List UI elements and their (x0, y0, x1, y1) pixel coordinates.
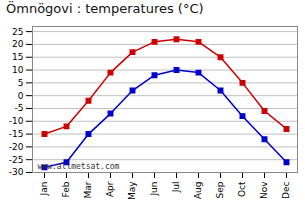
svg-text:Jun: Jun (149, 182, 159, 197)
svg-text:25: 25 (12, 27, 23, 37)
svg-text:-25: -25 (9, 155, 24, 165)
svg-text:15: 15 (12, 52, 23, 62)
svg-text:-5: -5 (15, 103, 24, 113)
svg-text:-20: -20 (9, 142, 24, 152)
svg-text:Apr: Apr (105, 181, 115, 197)
svg-text:Jul: Jul (171, 182, 181, 194)
html-text:Ömnögovi : temperatures (°C): Ömnögovi : temperatures (°C) (6, 1, 204, 16)
svg-text:Oct: Oct (237, 181, 247, 197)
svg-text:-10: -10 (9, 116, 24, 126)
svg-text:Mar: Mar (83, 181, 93, 198)
svg-text:5: 5 (18, 78, 24, 88)
svg-text:Dec: Dec (281, 181, 291, 198)
svg-text:www.allmetsat.com: www.allmetsat.com (38, 162, 120, 171)
svg-text:10: 10 (12, 65, 24, 75)
svg-text:Feb: Feb (61, 181, 71, 197)
svg-text:0: 0 (18, 91, 24, 101)
svg-text:-15: -15 (9, 129, 24, 139)
svg-text:20: 20 (12, 39, 24, 49)
svg-text:May: May (127, 181, 137, 200)
svg-text:Jan: Jan (39, 182, 49, 197)
svg-text:-30: -30 (9, 167, 24, 177)
svg-text:Sep: Sep (215, 181, 225, 198)
svg-text:Nov: Nov (259, 181, 269, 199)
svg-text:Aug: Aug (193, 182, 203, 200)
